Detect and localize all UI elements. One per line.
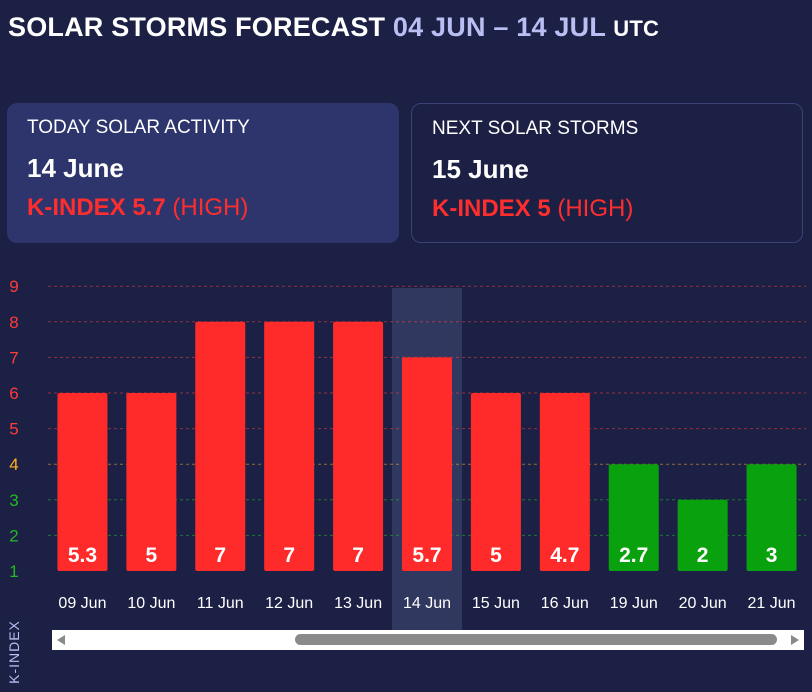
value-label-10-jun: 5 (146, 544, 158, 567)
next-storm-card: NEXT SOLAR STORMS 15 June K-INDEX 5 (HIG… (411, 103, 803, 243)
k-index-bar-chart: 1 2 3 4 5 6 7 8 9 5.3 09 Jun 5 10 Jun 7 11 Jun 7 12 Jun 7… (6, 280, 806, 684)
x-tick-label-16-jun: 16 Jun (541, 595, 589, 612)
value-label-13-jun: 7 (352, 544, 364, 567)
page-title: SOLAR STORMS FORECAST 04 JUN – 14 JUL UT… (8, 12, 659, 43)
next-k-index: K-INDEX 5 (HIGH) (432, 195, 782, 223)
bar-10-jun (126, 393, 177, 571)
value-label-09-jun: 5.3 (68, 544, 97, 567)
bar-19-jun (608, 464, 659, 571)
y-tick-label-4: 4 (9, 455, 18, 474)
x-tick-label-11-jun: 11 Jun (197, 595, 244, 612)
bar-20-jun (677, 499, 728, 571)
bar-16-jun (539, 393, 590, 571)
bar-13-jun (333, 321, 384, 571)
today-k-level: (HIGH) (172, 194, 249, 221)
value-label-15-jun: 5 (490, 544, 502, 567)
y-tick-label-2: 2 (9, 526, 18, 545)
bar-09-jun (57, 393, 108, 571)
chart-scrollbar[interactable] (52, 630, 804, 650)
y-tick-label-1: 1 (9, 562, 18, 581)
y-tick-label-8: 8 (9, 313, 18, 332)
y-axis-title: K-INDEX (6, 620, 22, 684)
scroll-right-arrow-icon[interactable] (791, 635, 799, 645)
bar-21-jun (746, 464, 797, 571)
x-tick-label-10-jun: 10 Jun (127, 595, 175, 612)
next-k-level: (HIGH) (557, 195, 634, 222)
x-tick-label-14-jun: 14 Jun (403, 595, 451, 612)
today-card-label: TODAY SOLAR ACTIVITY (27, 117, 250, 138)
y-tick-label-6: 6 (9, 384, 18, 403)
timezone-label: UTC (613, 16, 660, 41)
next-k-value: K-INDEX 5 (432, 195, 551, 222)
next-date: 15 June (432, 154, 529, 184)
bar-12-jun (264, 321, 315, 571)
title-text: SOLAR STORMS FORECAST (8, 12, 386, 42)
bar-14-jun (402, 357, 452, 571)
x-tick-label-12-jun: 12 Jun (265, 595, 313, 612)
value-label-11-jun: 7 (214, 544, 226, 567)
value-label-12-jun: 7 (283, 544, 295, 567)
x-tick-label-09-jun: 09 Jun (58, 595, 106, 612)
today-k-index: K-INDEX 5.7 (HIGH) (27, 194, 379, 222)
value-label-16-jun: 4.7 (550, 544, 579, 567)
value-label-20-jun: 2 (697, 544, 709, 567)
today-activity-card: TODAY SOLAR ACTIVITY 14 June K-INDEX 5.7… (7, 103, 399, 243)
x-tick-label-15-jun: 15 Jun (472, 595, 520, 612)
today-k-value: K-INDEX 5.7 (27, 194, 166, 221)
date-range: 04 JUN – 14 JUL (392, 12, 606, 42)
value-label-19-jun: 2.7 (619, 544, 648, 567)
bar-15-jun (470, 393, 521, 571)
y-tick-label-7: 7 (9, 348, 18, 367)
next-card-label: NEXT SOLAR STORMS (432, 118, 639, 139)
y-tick-label-5: 5 (9, 420, 18, 439)
x-tick-label-21-jun: 21 Jun (748, 595, 796, 612)
x-tick-label-20-jun: 20 Jun (679, 595, 727, 612)
scrollbar-thumb[interactable] (295, 634, 777, 645)
value-label-21-jun: 3 (766, 544, 778, 567)
x-tick-label-19-jun: 19 Jun (610, 595, 658, 612)
today-date: 14 June (27, 153, 124, 183)
scroll-left-arrow-icon[interactable] (57, 635, 65, 645)
y-tick-label-9: 9 (9, 280, 18, 296)
bar-11-jun (195, 321, 246, 571)
x-tick-label-13-jun: 13 Jun (334, 595, 382, 612)
y-tick-label-3: 3 (9, 491, 18, 510)
value-label-14-jun: 5.7 (412, 544, 441, 567)
